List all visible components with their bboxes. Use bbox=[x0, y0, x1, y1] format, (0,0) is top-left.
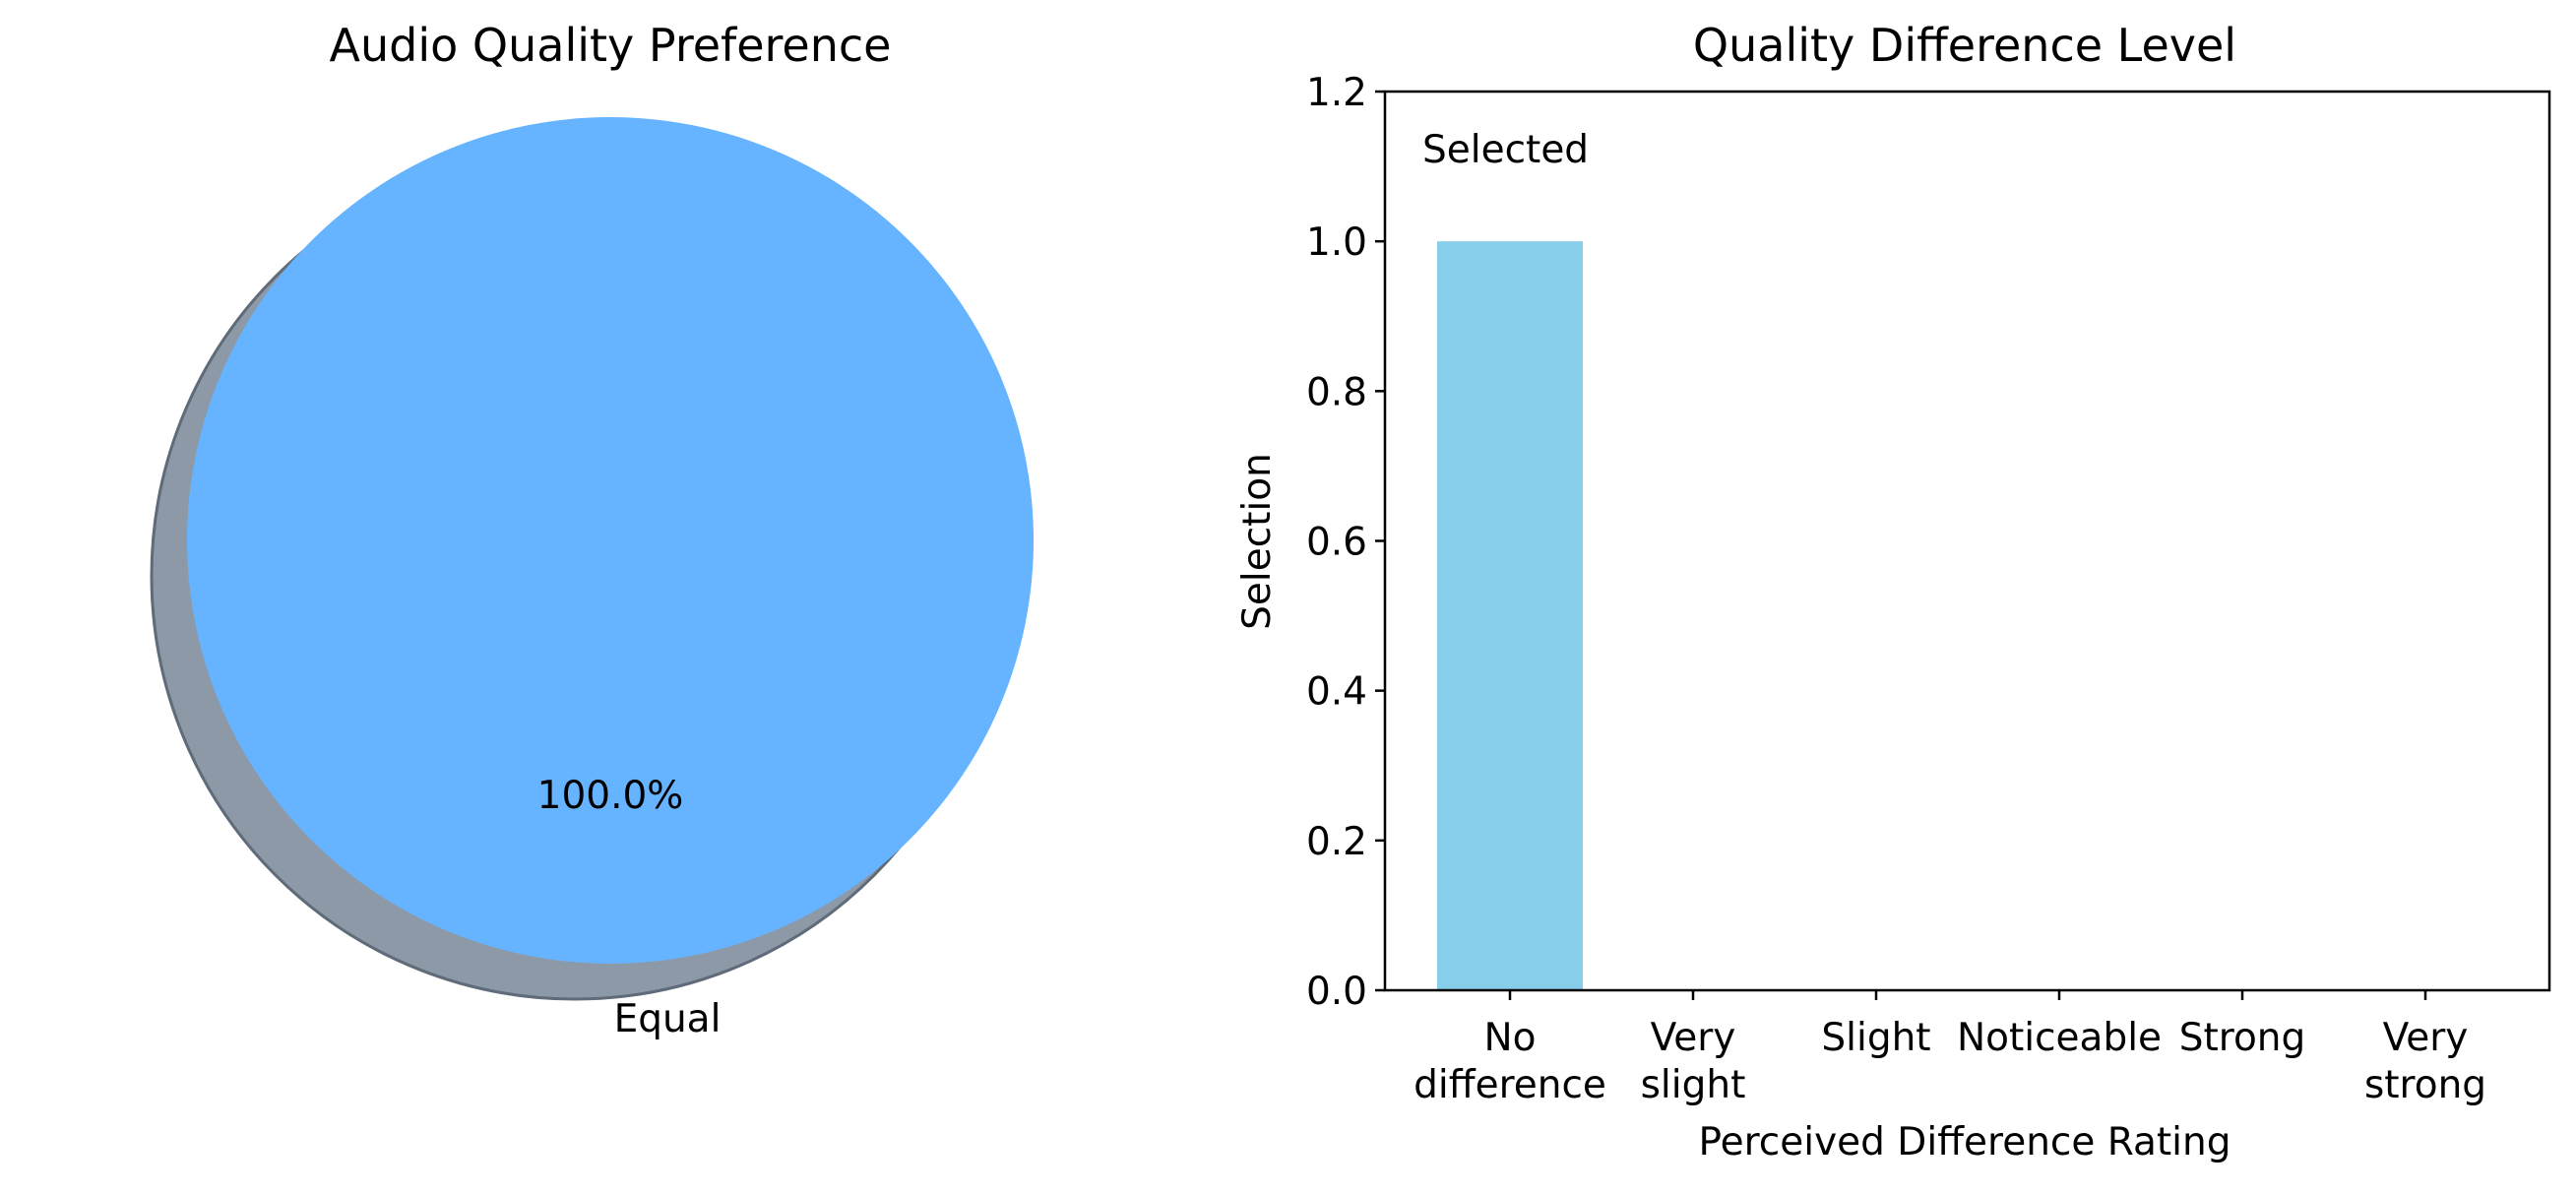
pie-chart: Audio Quality Preference 100.0% Equal bbox=[150, 19, 1034, 1041]
bar-title: Quality Difference Level bbox=[1693, 19, 2236, 72]
bar-marks bbox=[1437, 241, 1583, 990]
pie-slice-label: Equal bbox=[614, 997, 722, 1041]
y-tick-label: 0.2 bbox=[1306, 820, 1367, 864]
x-axis-label: Perceived Difference Rating bbox=[1699, 1120, 2231, 1164]
y-tick-label: 0.6 bbox=[1306, 521, 1367, 565]
y-tick-label: 0.4 bbox=[1306, 670, 1367, 715]
y-tick-label: 1.2 bbox=[1306, 71, 1367, 115]
y-tick-label: 0.8 bbox=[1306, 370, 1367, 414]
x-tick-label: Noticeable bbox=[1957, 1016, 2162, 1060]
x-tick-label: Very slight bbox=[1641, 1016, 1746, 1107]
y-axis-label: Selection bbox=[1235, 453, 1280, 630]
pie-marks: 100.0% Equal bbox=[150, 117, 1034, 1041]
bar-ticks: 0.0 0.2 0.4 0.6 0.8 1.0 1.2 No difference Very sli… bbox=[1306, 71, 2486, 1107]
y-tick-label: 0.0 bbox=[1306, 970, 1367, 1014]
pie-slice bbox=[187, 117, 1034, 964]
x-tick-label: Very strong bbox=[2364, 1016, 2486, 1107]
pie-percent-label: 100.0% bbox=[537, 774, 684, 818]
x-tick-label: No difference bbox=[1414, 1016, 1606, 1107]
x-tick-label: Strong bbox=[2179, 1016, 2306, 1060]
pie-title: Audio Quality Preference bbox=[330, 19, 892, 72]
selected-annotation: Selected bbox=[1422, 128, 1589, 172]
bar-chart: Quality Difference Level 0.0 0.2 0.4 0.6 0.8… bbox=[1235, 19, 2551, 1164]
bar bbox=[1437, 241, 1583, 990]
y-tick-label: 1.0 bbox=[1306, 220, 1367, 265]
x-tick-label: Slight bbox=[1821, 1016, 1930, 1060]
